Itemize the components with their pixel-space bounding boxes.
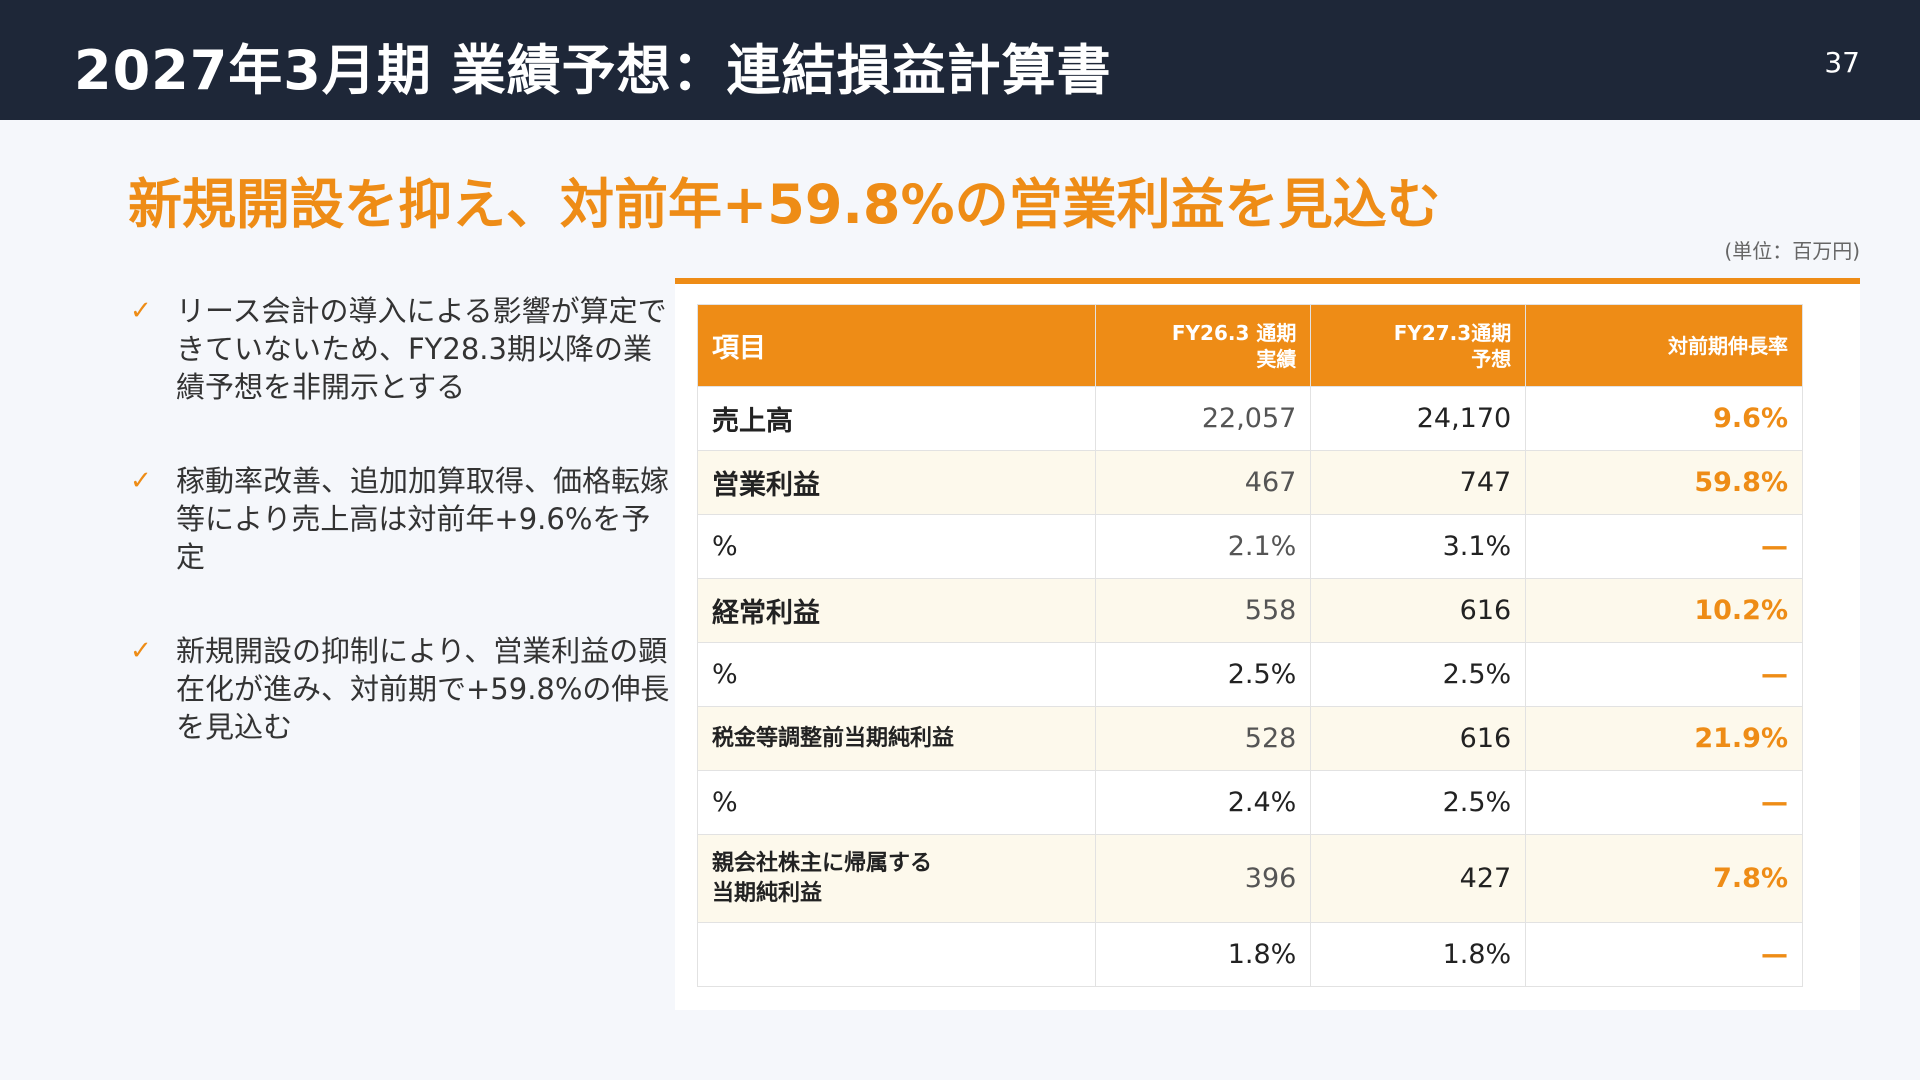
table-header-row: 項目 FY26.3 通期 実績 FY27.3通期 予想 対前期伸長率	[696, 304, 1803, 387]
pl-table-card: 項目 FY26.3 通期 実績 FY27.3通期 予想 対前期伸長率 売上高 2…	[675, 278, 1860, 1010]
bullet-text: リース会計の導入による影響が算定できていないため、FY28.3期以降の業績予想を…	[176, 294, 667, 404]
column-header-fy26: FY26.3 通期 実績	[1095, 304, 1312, 387]
fy26-value: 22,057	[1095, 386, 1312, 451]
row-label	[696, 922, 1097, 987]
fy26-value: 396	[1095, 834, 1312, 923]
check-icon: ✓	[130, 636, 152, 666]
row-label: %	[696, 642, 1097, 707]
row-label: 営業利益	[696, 450, 1097, 515]
growth-value: 9.6%	[1525, 386, 1803, 451]
fy26-value: 467	[1095, 450, 1312, 515]
table-row: 営業利益 467 747 59.8%	[696, 450, 1803, 515]
fy27-value: 616	[1310, 706, 1527, 771]
fy27-value: 2.5%	[1310, 770, 1527, 835]
fy26-value: 1.8%	[1095, 922, 1312, 987]
row-label: 税金等調整前当期純利益	[696, 706, 1097, 771]
fy27-value: 24,170	[1310, 386, 1527, 451]
growth-value: —	[1525, 922, 1803, 987]
row-label: %	[696, 514, 1097, 579]
table-row: % 2.1% 3.1% —	[696, 514, 1803, 579]
pl-table: 項目 FY26.3 通期 実績 FY27.3通期 予想 対前期伸長率 売上高 2…	[696, 304, 1803, 987]
unit-note: (単位：百万円)	[1724, 239, 1860, 263]
fy27-value: 747	[1310, 450, 1527, 515]
table-row: 経常利益 558 616 10.2%	[696, 578, 1803, 643]
fy27-value: 1.8%	[1310, 922, 1527, 987]
check-icon: ✓	[130, 296, 152, 326]
check-icon: ✓	[130, 466, 152, 496]
growth-value: 59.8%	[1525, 450, 1803, 515]
row-label: 売上高	[696, 386, 1097, 451]
fy27-value: 427	[1310, 834, 1527, 923]
bullet-text: 新規開設の抑制により、営業利益の顕在化が進み、対前期で+59.8%の伸長を見込む	[176, 634, 670, 744]
row-label: %	[696, 770, 1097, 835]
fy26-value: 2.4%	[1095, 770, 1312, 835]
growth-value: 21.9%	[1525, 706, 1803, 771]
growth-value: 7.8%	[1525, 834, 1803, 923]
headline: 新規開設を抑え、対前年+59.8%の営業利益を見込む	[128, 173, 1441, 236]
growth-value: —	[1525, 642, 1803, 707]
fy26-value: 558	[1095, 578, 1312, 643]
column-header-fy27: FY27.3通期 予想	[1310, 304, 1527, 387]
table-row: 税金等調整前当期純利益 528 616 21.9%	[696, 706, 1803, 771]
column-header-item: 項目	[696, 304, 1097, 387]
bullet-list: ✓ リース会計の導入による影響が算定できていないため、FY28.3期以降の業績予…	[130, 292, 670, 802]
growth-value: —	[1525, 514, 1803, 579]
page-number: 37	[1824, 46, 1860, 79]
row-label: 親会社株主に帰属する 当期純利益	[696, 834, 1097, 923]
fy26-value: 528	[1095, 706, 1312, 771]
fy26-value: 2.1%	[1095, 514, 1312, 579]
bullet-item: ✓ 新規開設の抑制により、営業利益の顕在化が進み、対前期で+59.8%の伸長を見…	[130, 632, 670, 746]
page-title: 2027年3月期 業績予想：連結損益計算書	[74, 39, 1112, 102]
fy27-value: 616	[1310, 578, 1527, 643]
table-row: 売上高 22,057 24,170 9.6%	[696, 386, 1803, 451]
fy27-value: 2.5%	[1310, 642, 1527, 707]
table-row: % 2.4% 2.5% —	[696, 770, 1803, 835]
fy27-value: 3.1%	[1310, 514, 1527, 579]
bullet-item: ✓ リース会計の導入による影響が算定できていないため、FY28.3期以降の業績予…	[130, 292, 670, 406]
column-header-growth: 対前期伸長率	[1525, 304, 1803, 387]
fy26-value: 2.5%	[1095, 642, 1312, 707]
table-row: 1.8% 1.8% —	[696, 922, 1803, 987]
growth-value: 10.2%	[1525, 578, 1803, 643]
table-row: 親会社株主に帰属する 当期純利益 396 427 7.8%	[696, 834, 1803, 923]
bullet-item: ✓ 稼動率改善、追加加算取得、価格転嫁等により売上高は対前年+9.6%を予定	[130, 462, 670, 576]
row-label: 経常利益	[696, 578, 1097, 643]
header-bar: 2027年3月期 業績予想：連結損益計算書 37	[0, 0, 1920, 120]
table-row: % 2.5% 2.5% —	[696, 642, 1803, 707]
growth-value: —	[1525, 770, 1803, 835]
bullet-text: 稼動率改善、追加加算取得、価格転嫁等により売上高は対前年+9.6%を予定	[176, 464, 670, 574]
